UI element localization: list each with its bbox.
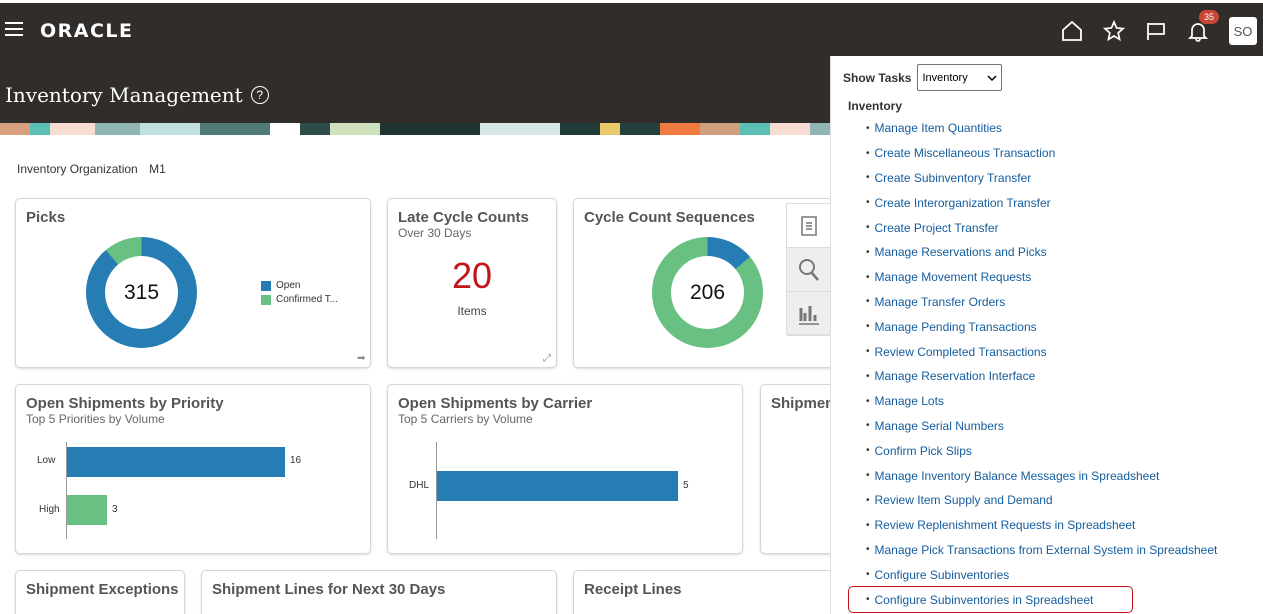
card-title: Late Cycle Counts <box>398 209 529 226</box>
open-shipments-carrier-card[interactable]: Open Shipments by Carrier Top 5 Carriers… <box>387 384 743 554</box>
page-header: Inventory Management ? <box>0 56 830 123</box>
task-link[interactable]: Manage Transfer Orders <box>866 290 1217 315</box>
y-axis <box>436 442 437 539</box>
header-icons: 35 SO <box>1061 3 1263 59</box>
org-value[interactable]: M1 <box>149 162 166 176</box>
task-link[interactable]: Create Project Transfer <box>866 215 1217 240</box>
task-link[interactable]: Review Item Supply and Demand <box>866 488 1217 513</box>
help-icon[interactable]: ? <box>250 86 269 104</box>
side-toolbar <box>786 203 830 336</box>
legend-label: Open <box>276 280 301 291</box>
show-tasks-row: Show Tasks Inventory <box>843 64 1003 91</box>
picks-total: 315 <box>105 256 178 329</box>
picks-donut-chart[interactable]: 315 <box>86 237 197 348</box>
legend-swatch-open <box>261 280 271 291</box>
task-link[interactable]: Create Subinventory Transfer <box>866 166 1217 191</box>
task-link[interactable]: Manage Serial Numbers <box>866 414 1217 439</box>
cycle-count-donut-chart[interactable]: 206 <box>652 237 763 348</box>
open-shipments-priority-card[interactable]: Open Shipments by Priority Top 5 Priorit… <box>15 384 371 554</box>
items-label: Items <box>457 304 487 318</box>
navigator-menu-icon[interactable] <box>5 22 23 36</box>
oracle-logo: ORACLE <box>40 20 134 42</box>
show-tasks-select[interactable]: Inventory <box>917 64 1003 91</box>
task-link[interactable]: Manage Movement Requests <box>866 265 1217 290</box>
tasks-group-heading: Inventory <box>848 99 903 113</box>
user-avatar[interactable]: SO <box>1229 17 1257 45</box>
card-subtitle: Top 5 Carriers by Volume <box>398 412 533 426</box>
card-title: Open Shipments by Priority <box>26 395 224 412</box>
task-link[interactable]: Manage Pick Transactions from External S… <box>866 538 1218 563</box>
show-tasks-label: Show Tasks <box>843 70 912 85</box>
navigate-arrow-icon[interactable]: ➡ <box>357 353 366 364</box>
task-link-highlighted[interactable]: Configure Subinventories in Spreadsheet <box>848 586 1133 613</box>
category-label: DHL <box>409 480 430 491</box>
decorative-banner <box>0 123 830 135</box>
org-label: Inventory Organization <box>17 162 138 176</box>
task-link[interactable]: Manage Item Quantities <box>866 116 1217 141</box>
value-label: 5 <box>683 480 689 491</box>
legend-swatch-confirmed <box>261 294 271 305</box>
late-cycle-counts-card[interactable]: Late Cycle Counts Over 30 Days 20 Items … <box>387 198 557 368</box>
notification-badge: 35 <box>1199 10 1219 24</box>
expand-icon[interactable]: ⤢ <box>543 353 551 364</box>
picks-legend: Open Confirmed T... <box>261 280 338 308</box>
task-link[interactable]: Configure Subinventories <box>866 562 1217 587</box>
shipments-card-partial[interactable]: Shipmen <box>760 384 835 554</box>
category-label: High <box>39 504 60 515</box>
task-link[interactable]: Manage Lots <box>866 389 1217 414</box>
bell-icon[interactable]: 35 <box>1187 10 1219 42</box>
late-cycle-count-value: 20 <box>451 255 493 296</box>
card-title: Picks <box>26 209 66 226</box>
bar-chart-icon <box>798 305 819 325</box>
priority-bar-chart: Low 16 High 3 <box>16 385 372 555</box>
analytics-tool[interactable] <box>787 292 830 336</box>
tasks-panel: Show Tasks Inventory Inventory Manage It… <box>830 56 1263 614</box>
card-title: Receipt Lines <box>584 581 682 598</box>
receipt-lines-card[interactable]: Receipt Lines <box>573 570 833 614</box>
task-link[interactable]: Review Completed Transactions <box>866 339 1217 364</box>
card-title: Shipmen <box>771 395 835 412</box>
select-value: Inventory <box>922 71 968 84</box>
page-title-text: Inventory Management <box>5 83 243 107</box>
card-title: Shipment Exceptions <box>26 581 179 598</box>
value-label: 3 <box>112 504 118 515</box>
inventory-organization: Inventory Organization M1 <box>17 162 166 176</box>
task-list: Manage Item Quantities Create Miscellane… <box>848 116 1218 613</box>
search-tool[interactable] <box>787 248 830 292</box>
card-title: Open Shipments by Carrier <box>398 395 593 412</box>
card-subtitle: Top 5 Priorities by Volume <box>26 412 165 426</box>
tasks-tool[interactable] <box>787 204 830 248</box>
task-link[interactable]: Manage Pending Transactions <box>866 314 1217 339</box>
category-label: Low <box>37 455 56 466</box>
task-link[interactable]: Create Miscellaneous Transaction <box>866 141 1217 166</box>
task-link[interactable]: Manage Reservation Interface <box>866 364 1217 389</box>
value-label: 16 <box>290 455 302 466</box>
bar-dhl[interactable] <box>437 471 678 501</box>
page-title: Inventory Management ? <box>5 83 269 107</box>
card-subtitle: Over 30 Days <box>398 226 472 240</box>
search-icon <box>798 258 819 281</box>
document-list-icon <box>800 215 817 236</box>
carrier-bar-chart: DHL 5 <box>388 385 744 555</box>
bar-high[interactable] <box>67 495 107 525</box>
cycle-count-total: 206 <box>671 256 744 329</box>
picks-card[interactable]: Picks 315 Open Confirmed T... ➡ <box>15 198 371 368</box>
chevron-down-icon <box>987 74 997 81</box>
global-header: ORACLE 35 SO <box>0 0 1263 56</box>
task-link[interactable]: Manage Inventory Balance Messages in Spr… <box>866 463 1217 488</box>
shipment-exceptions-card[interactable]: Shipment Exceptions <box>15 570 185 614</box>
task-link[interactable]: Review Replenishment Requests in Spreads… <box>866 513 1217 538</box>
task-link[interactable]: Confirm Pick Slips <box>866 438 1217 463</box>
bar-low[interactable] <box>67 447 285 477</box>
flag-icon[interactable] <box>1145 20 1167 42</box>
shipment-lines-card[interactable]: Shipment Lines for Next 30 Days <box>201 570 557 614</box>
card-title: Shipment Lines for Next 30 Days <box>212 581 446 598</box>
star-icon[interactable] <box>1103 20 1125 42</box>
home-icon[interactable] <box>1061 20 1083 42</box>
task-link[interactable]: Create Interorganization Transfer <box>866 190 1217 215</box>
card-title: Cycle Count Sequences <box>584 209 755 226</box>
legend-label: Confirmed T... <box>276 294 339 305</box>
y-axis <box>66 442 67 539</box>
task-link[interactable]: Manage Reservations and Picks <box>866 240 1217 265</box>
